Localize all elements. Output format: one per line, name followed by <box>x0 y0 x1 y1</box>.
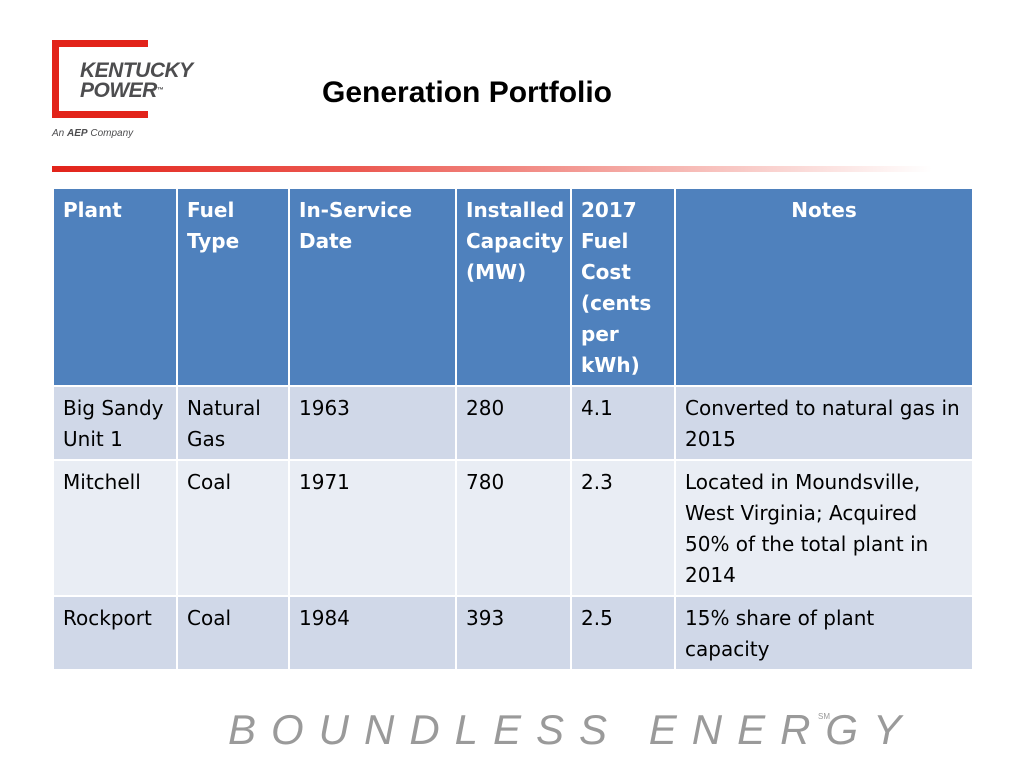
header-fuel-cost: 2017 Fuel Cost (cents per kWh) <box>570 187 676 387</box>
cell-fuel-cost: 2.3 <box>570 459 676 597</box>
header-installed-capacity: Installed Capacity (MW) <box>455 187 572 387</box>
cell-in-service: 1984 <box>288 595 457 671</box>
table-row: Mitchell Coal 1971 780 2.3 Located in Mo… <box>52 459 974 597</box>
cell-in-service: 1971 <box>288 459 457 597</box>
logo-tag-brand: AEP <box>67 128 88 139</box>
logo-tag-suffix: Company <box>90 128 134 139</box>
cell-in-service: 1963 <box>288 385 457 461</box>
logo-tagline: An AEP Company <box>52 128 133 139</box>
cell-plant: Rockport <box>52 595 178 671</box>
table-row: Rockport Coal 1984 393 2.5 15% share of … <box>52 595 974 671</box>
cell-notes: Located in Moundsville, West Virginia; A… <box>674 459 974 597</box>
logo-line2-text: POWER <box>80 79 157 102</box>
cell-plant: Big Sandy Unit 1 <box>52 385 178 461</box>
header-in-service-date: In-Service Date <box>288 187 457 387</box>
generation-portfolio-table: Plant Fuel Type In-Service Date Installe… <box>52 187 974 671</box>
page-title: Generation Portfolio <box>322 76 613 109</box>
cell-notes: 15% share of plant capacity <box>674 595 974 671</box>
cell-notes: Converted to natural gas in 2015 <box>674 385 974 461</box>
header-notes: Notes <box>674 187 974 387</box>
cell-plant: Mitchell <box>52 459 178 597</box>
header-plant: Plant <box>52 187 178 387</box>
table-row: Big Sandy Unit 1 Natural Gas 1963 280 4.… <box>52 385 974 461</box>
header-divider <box>52 166 932 172</box>
header-fuel-type: Fuel Type <box>176 187 290 387</box>
logo-line2: POWER™ <box>80 79 164 102</box>
logo-bracket-shape <box>52 40 148 118</box>
cell-capacity: 393 <box>455 595 572 671</box>
cell-fuel-type: Natural Gas <box>176 385 290 461</box>
logo-trademark: ™ <box>156 87 164 94</box>
cell-capacity: 280 <box>455 385 572 461</box>
kentucky-power-logo: KENTUCKY POWER™ An AEP Company <box>50 38 220 148</box>
cell-fuel-cost: 2.5 <box>570 595 676 671</box>
cell-fuel-type: Coal <box>176 459 290 597</box>
service-mark: SM <box>818 712 830 721</box>
cell-fuel-cost: 4.1 <box>570 385 676 461</box>
cell-capacity: 780 <box>455 459 572 597</box>
boundless-energy-tagline: BOUNDLESS ENERGY <box>228 706 917 753</box>
logo-tag-prefix: An <box>52 128 65 139</box>
logo-line1: KENTUCKY <box>80 59 193 82</box>
table-header-row: Plant Fuel Type In-Service Date Installe… <box>52 187 974 387</box>
cell-fuel-type: Coal <box>176 595 290 671</box>
